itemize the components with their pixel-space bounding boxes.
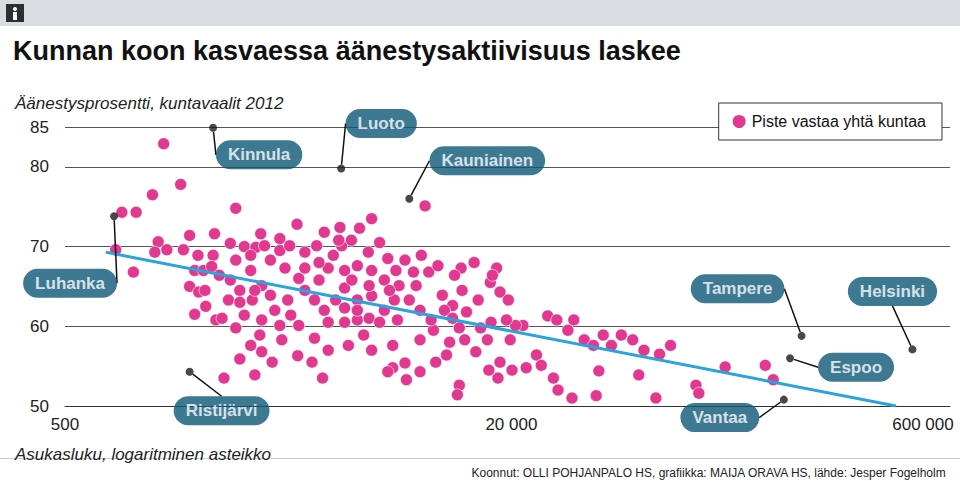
svg-text:80: 80 (30, 157, 49, 176)
svg-text:Espoo: Espoo (830, 358, 882, 377)
svg-text:50: 50 (30, 397, 49, 416)
svg-text:20 000: 20 000 (485, 415, 537, 434)
svg-text:500: 500 (51, 415, 79, 434)
svg-text:Kauniainen: Kauniainen (441, 151, 533, 170)
svg-text:85: 85 (30, 118, 49, 137)
svg-text:Helsinki: Helsinki (860, 282, 925, 301)
svg-text:Vantaa: Vantaa (692, 408, 747, 427)
svg-text:Kinnula: Kinnula (228, 145, 291, 164)
svg-text:Asukasluku, logaritminen astei: Asukasluku, logaritminen asteikko (14, 445, 271, 464)
svg-text:Äänestysprosentti, kuntavaalit: Äänestysprosentti, kuntavaalit 2012 (14, 94, 284, 113)
svg-text:Piste vastaa yhtä kuntaa: Piste vastaa yhtä kuntaa (752, 113, 926, 130)
svg-text:Luoto: Luoto (358, 114, 405, 133)
svg-text:600 000: 600 000 (892, 415, 953, 434)
svg-text:Kunnan koon kasvaessa äänestys: Kunnan koon kasvaessa äänestysaktiivisuu… (13, 36, 681, 66)
svg-text:70: 70 (30, 237, 49, 256)
svg-text:Luhanka: Luhanka (35, 274, 105, 293)
svg-text:60: 60 (30, 317, 49, 336)
svg-text:Koonnut: OLLI POHJANPALO HS, g: Koonnut: OLLI POHJANPALO HS, grafiikka: … (471, 466, 945, 480)
svg-text:Ristijärvi: Ristijärvi (186, 401, 258, 420)
svg-text:Tampere: Tampere (703, 279, 773, 298)
